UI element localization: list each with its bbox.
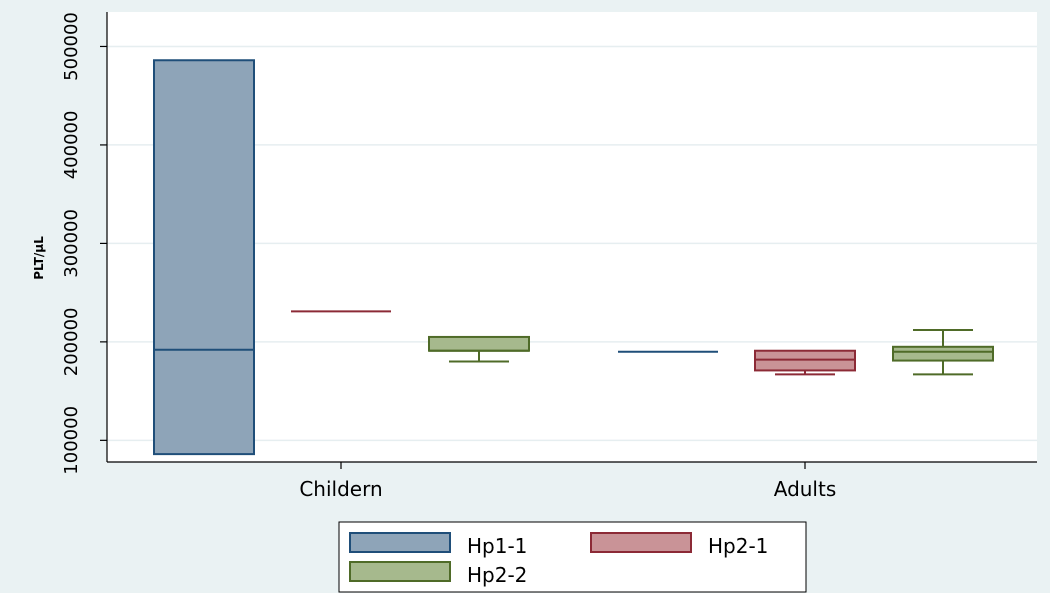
box-body: [153, 59, 255, 456]
y-axis-label: PLT/µL: [32, 236, 46, 280]
legend-swatch: [590, 532, 692, 553]
legend: Hp1-1 Hp2-1 Hp2-2: [338, 521, 807, 593]
plot-area: [107, 12, 1037, 462]
boxes-layer: [153, 59, 994, 456]
axes: [106, 12, 1037, 463]
box-hp1-1-childern: [153, 59, 255, 456]
ticks: 100000 200000 300000 400000 500000 Childern Ad…: [61, 12, 836, 501]
gridlines: [107, 45, 1037, 442]
box-hp2-2-adults: [892, 329, 994, 376]
box-hp2-2-childern: [428, 335, 530, 363]
y-tick-label: 300000: [61, 209, 82, 278]
legend-label: Hp1-1: [467, 534, 527, 558]
legend-label: Hp2-2: [467, 563, 527, 587]
y-tick-label: 200000: [61, 308, 82, 377]
x-tick-label: Adults: [774, 477, 837, 501]
legend-swatch: [349, 561, 451, 582]
legend-item-hp2-1: Hp2-1: [590, 532, 768, 558]
y-tick-label: 500000: [61, 12, 82, 81]
legend-item-hp1-1: Hp1-1: [349, 532, 527, 558]
y-tick-label: 100000: [61, 406, 82, 475]
box-hp2-1-adults: [754, 349, 856, 376]
legend-swatch: [349, 532, 451, 553]
y-tick-label: 400000: [61, 111, 82, 180]
legend-item-hp2-2: Hp2-2: [349, 561, 527, 587]
box-body: [428, 335, 530, 352]
legend-label: Hp2-1: [708, 534, 768, 558]
x-tick-label: Childern: [299, 477, 382, 501]
box-body: [892, 345, 994, 362]
